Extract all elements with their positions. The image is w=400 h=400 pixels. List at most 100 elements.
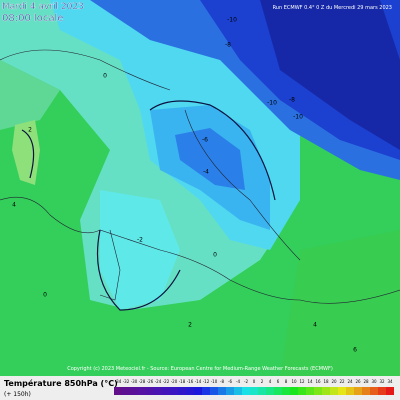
contour-label: -10	[267, 100, 277, 107]
legend-tick-label: -28	[139, 379, 146, 384]
color-swatch	[274, 387, 282, 395]
color-swatch	[210, 387, 218, 395]
contour-label: -4	[203, 169, 209, 176]
legend-tick-label: 26	[355, 379, 361, 384]
legend-tick-label: 2	[261, 379, 264, 384]
contour-label: 4	[313, 322, 317, 329]
legend-tick-label: 14	[307, 379, 313, 384]
contour-label: -6	[202, 137, 208, 144]
legend-tick-label: 20	[331, 379, 337, 384]
contour-label: 2	[188, 322, 192, 329]
colorbar: -34 -32 -30 -28 -26 -24 -22 -20 -18 -16 -14 -12 -10-…	[114, 379, 394, 395]
color-swatch	[306, 387, 314, 395]
legend-tick-label: -30	[131, 379, 138, 384]
legend-tick-label: 12	[299, 379, 305, 384]
legend-tick-label: -22	[163, 379, 170, 384]
color-swatch	[170, 387, 178, 395]
color-swatch	[282, 387, 290, 395]
legend-tick-label: -20	[171, 379, 178, 384]
legend-tick-label: -4	[236, 379, 240, 384]
legend-title: Température 850hPa (°C)	[4, 378, 118, 388]
arctic-core	[260, 0, 400, 150]
color-swatch	[362, 387, 370, 395]
legend-tick-label: 34	[387, 379, 393, 384]
legend-tick-label: -34	[115, 379, 122, 384]
color-swatch	[122, 387, 130, 395]
isotherms	[21, 100, 276, 311]
color-swatch	[194, 387, 202, 395]
contour-label: -10	[293, 114, 303, 121]
contour-label: -8	[225, 42, 231, 49]
color-swatch	[370, 387, 378, 395]
legend-tick-label: 22	[339, 379, 345, 384]
legend-tick-label: -18	[179, 379, 186, 384]
color-swatch	[162, 387, 170, 395]
color-swatch	[290, 387, 298, 395]
color-swatch	[378, 387, 386, 395]
legend-tick-label: 30	[371, 379, 377, 384]
color-swatch	[322, 387, 330, 395]
contour-label: 6	[353, 347, 357, 354]
color-swatch	[114, 387, 122, 395]
color-swatch	[178, 387, 186, 395]
run-info: Run ECMWF 0.4° 0 Z du Mercredi 29 mars 2…	[273, 5, 392, 11]
warm-area	[12, 120, 40, 185]
legend-tick-label: -16	[187, 379, 194, 384]
color-swatch	[138, 387, 146, 395]
legend-tick-label: 28	[363, 379, 369, 384]
date: Mardi 4 avril 2023	[2, 2, 84, 12]
cold-area	[100, 190, 180, 310]
legend-tick-label: -24	[155, 379, 162, 384]
contour-label: -2	[137, 237, 143, 244]
color-swatch	[226, 387, 234, 395]
color-swatch	[130, 387, 138, 395]
legend-tick-label: -32	[123, 379, 130, 384]
legend-tick-label: -12	[203, 379, 210, 384]
legend-tick-label: 32	[379, 379, 385, 384]
coastlines	[0, 49, 400, 304]
color-swatch	[234, 387, 242, 395]
legend-tick-label: -26	[147, 379, 154, 384]
color-swatch	[314, 387, 322, 395]
color-swatch	[186, 387, 194, 395]
contour-label: 0	[43, 292, 47, 299]
legend-tick-label: 8	[285, 379, 288, 384]
legend-tick-label: 0	[253, 379, 256, 384]
color-swatch	[298, 387, 306, 395]
legend-tick-label: 18	[323, 379, 329, 384]
legend-tick-label: 16	[315, 379, 321, 384]
legend-tick-label: -14	[195, 379, 202, 384]
color-swatch	[258, 387, 266, 395]
legend-tick-label: 6	[277, 379, 280, 384]
color-swatch	[346, 387, 354, 395]
color-swatch	[218, 387, 226, 395]
color-swatch	[250, 387, 258, 395]
time: 08:00 locale	[2, 13, 63, 24]
color-swatch	[266, 387, 274, 395]
contour-label: 0	[103, 73, 107, 80]
contour-label: 4	[12, 202, 16, 209]
legend-tick-label: -6	[228, 379, 232, 384]
color-swatch	[386, 387, 394, 395]
color-swatch	[154, 387, 162, 395]
legend-tick-label: 10	[291, 379, 297, 384]
cool-area	[0, 60, 60, 130]
contour-label: 2	[28, 127, 32, 134]
color-swatch	[242, 387, 250, 395]
legend-tick-label: 24	[347, 379, 353, 384]
color-swatch	[202, 387, 210, 395]
contour-label: -8	[289, 97, 295, 104]
legend-tick-label: -2	[244, 379, 248, 384]
contour-label: -10	[227, 17, 237, 24]
color-swatch	[338, 387, 346, 395]
copyright: Copyright (c) 2023 Meteociel.fr - Source…	[67, 366, 333, 372]
lead-time: (+ 150h)	[4, 391, 31, 398]
color-swatch	[146, 387, 154, 395]
contour-label: 0	[213, 252, 217, 259]
legend-tick-label: -10	[211, 379, 218, 384]
color-swatch	[354, 387, 362, 395]
legend-tick-label: 4	[269, 379, 272, 384]
color-swatch	[330, 387, 338, 395]
legend-tick-label: -8	[220, 379, 224, 384]
